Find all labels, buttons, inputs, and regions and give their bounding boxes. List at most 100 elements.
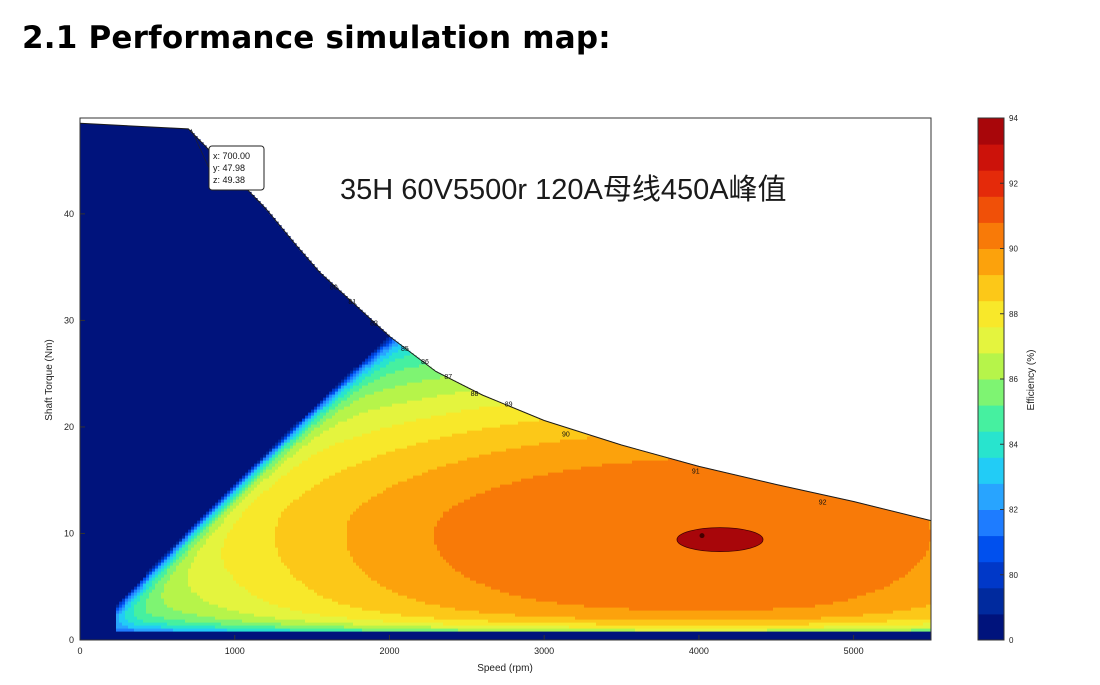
efficiency-cell bbox=[383, 406, 387, 428]
efficiency-cell bbox=[320, 424, 324, 434]
efficiency-cell bbox=[110, 124, 114, 640]
efficiency-cell bbox=[311, 264, 315, 410]
efficiency-cell bbox=[506, 625, 510, 629]
efficiency-cell bbox=[653, 625, 657, 629]
efficiency-cell bbox=[236, 493, 240, 497]
efficiency-cell bbox=[383, 622, 387, 626]
efficiency-cell bbox=[371, 373, 375, 383]
efficiency-cell bbox=[368, 610, 372, 620]
efficiency-cell bbox=[128, 607, 132, 623]
efficiency-cell bbox=[170, 619, 174, 626]
efficiency-cell bbox=[374, 430, 378, 458]
efficiency-cell bbox=[152, 616, 156, 623]
efficiency-cell bbox=[230, 173, 234, 488]
efficiency-cell bbox=[320, 406, 324, 410]
efficiency-cell bbox=[329, 427, 333, 446]
efficiency-cell bbox=[404, 622, 408, 626]
efficiency-cell bbox=[188, 631, 192, 640]
efficiency-cell bbox=[290, 439, 294, 446]
efficiency-cell bbox=[335, 601, 339, 617]
efficiency-cell bbox=[452, 607, 456, 620]
efficiency-cell bbox=[182, 535, 186, 539]
efficiency-cell bbox=[179, 610, 183, 620]
efficiency-cell bbox=[383, 628, 387, 632]
efficiency-cell bbox=[431, 628, 435, 632]
efficiency-cell bbox=[275, 604, 279, 620]
efficiency-cell bbox=[467, 499, 471, 578]
efficiency-cell bbox=[602, 625, 606, 629]
efficiency-cell bbox=[590, 435, 594, 467]
efficiency-cell bbox=[158, 580, 162, 617]
efficiency-cell bbox=[386, 364, 390, 374]
colorbar-segment bbox=[978, 379, 1004, 406]
efficiency-cell bbox=[368, 409, 372, 434]
efficiency-cell bbox=[872, 613, 876, 623]
efficiency-cell bbox=[500, 625, 504, 629]
efficiency-cell bbox=[704, 610, 708, 620]
efficiency-cell bbox=[245, 484, 249, 488]
efficiency-cell bbox=[833, 628, 837, 632]
efficiency-cell bbox=[902, 610, 906, 620]
efficiency-cell bbox=[596, 625, 600, 629]
efficiency-cell bbox=[548, 622, 552, 626]
efficiency-cell bbox=[242, 490, 246, 494]
efficiency-cell bbox=[299, 250, 303, 422]
efficiency-cell bbox=[365, 574, 369, 611]
colorbar-tick-label: 94 bbox=[1009, 114, 1018, 123]
efficiency-cell bbox=[461, 409, 465, 434]
efficiency-cell bbox=[176, 625, 180, 629]
efficiency-cell bbox=[503, 424, 507, 452]
efficiency-cell bbox=[161, 127, 165, 557]
efficiency-cell bbox=[269, 454, 273, 458]
efficiency-cell bbox=[149, 571, 153, 575]
efficiency-cell bbox=[212, 628, 216, 632]
efficiency-cell bbox=[383, 586, 387, 614]
efficiency-cell bbox=[791, 625, 795, 629]
efficiency-cell bbox=[128, 125, 132, 593]
efficiency-cell bbox=[251, 622, 255, 626]
efficiency-cell bbox=[404, 355, 408, 368]
efficiency-cell bbox=[341, 604, 345, 617]
efficiency-cell bbox=[686, 628, 690, 632]
efficiency-cell bbox=[911, 628, 915, 632]
efficiency-cell bbox=[134, 592, 138, 596]
efficiency-cell bbox=[389, 388, 393, 407]
efficiency-cell bbox=[566, 469, 570, 605]
efficiency-cell bbox=[209, 517, 213, 521]
efficiency-cell bbox=[236, 625, 240, 629]
colorbar-segment bbox=[978, 431, 1004, 458]
efficiency-cell bbox=[413, 445, 417, 476]
efficiency-cell bbox=[368, 394, 372, 410]
efficiency-cell bbox=[197, 529, 201, 533]
efficiency-cell bbox=[758, 610, 762, 620]
efficiency-cell bbox=[359, 412, 363, 437]
efficiency-cell bbox=[155, 628, 159, 632]
efficiency-cell bbox=[413, 598, 417, 617]
efficiency-cell bbox=[356, 370, 360, 374]
efficiency-cell bbox=[686, 610, 690, 620]
efficiency-cell bbox=[296, 466, 300, 500]
efficiency-cell bbox=[566, 622, 570, 626]
efficiency-cell bbox=[824, 616, 828, 623]
efficiency-cell bbox=[488, 586, 492, 614]
efficiency-cell bbox=[257, 472, 261, 476]
peak-efficiency-marker bbox=[699, 533, 705, 539]
efficiency-cell bbox=[626, 631, 630, 640]
efficiency-cell bbox=[374, 323, 378, 350]
efficiency-cell bbox=[296, 246, 300, 422]
efficiency-cell bbox=[152, 631, 156, 640]
efficiency-cell bbox=[269, 622, 273, 626]
efficiency-cell bbox=[401, 595, 405, 617]
efficiency-cell bbox=[164, 604, 168, 620]
efficiency-cell bbox=[413, 400, 417, 422]
efficiency-cell bbox=[347, 631, 351, 640]
efficiency-cell bbox=[320, 274, 324, 401]
efficiency-cell bbox=[149, 586, 153, 593]
efficiency-cell bbox=[368, 631, 372, 640]
efficiency-cell bbox=[587, 607, 591, 620]
efficiency-cell bbox=[275, 628, 279, 632]
efficiency-cell bbox=[377, 631, 381, 640]
efficiency-cell bbox=[767, 625, 771, 629]
efficiency-cell bbox=[557, 616, 561, 623]
efficiency-cell bbox=[683, 628, 687, 632]
